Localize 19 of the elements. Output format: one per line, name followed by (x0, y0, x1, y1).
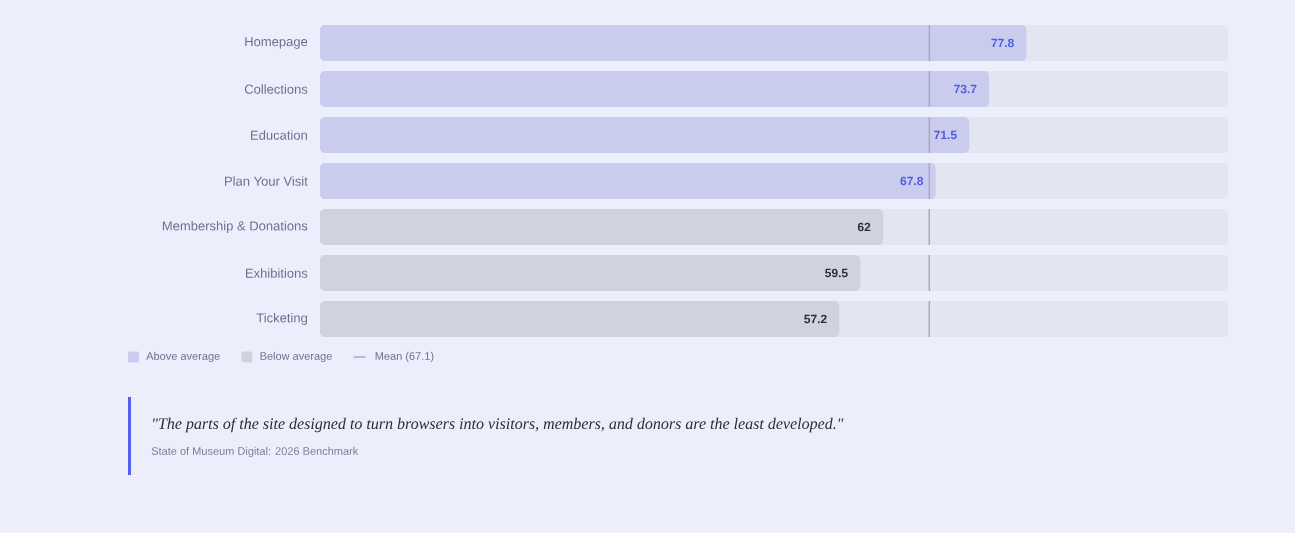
y-tick-label: Homepage (245, 37, 308, 49)
y-tick-label: Education (251, 130, 307, 140)
data-label: 73.7 (954, 84, 977, 94)
legend-label: Below average (260, 351, 332, 363)
y-tick-label: Collections (244, 84, 308, 94)
y-tick-label: Ticketing (256, 312, 307, 326)
legend-label: Mean (67.1) (375, 351, 434, 363)
data-label: 71.5 (934, 130, 957, 140)
y-tick-label: Membership & Donations (162, 220, 308, 234)
data-label: 59.5 (825, 268, 848, 278)
text: State of Museum Digital: 2026 Benchmark (151, 446, 359, 458)
legend-label: Above average (146, 351, 220, 363)
data-label: 77.8 (991, 38, 1014, 48)
y-tick-label: Exhibitions (246, 268, 308, 278)
data-label: 57.2 (804, 314, 827, 324)
y-tick-label: Plan Your Visit (225, 176, 308, 186)
data-label: 67.8 (900, 176, 924, 186)
data-label: 62 (857, 222, 871, 232)
text: "The parts of the site designed to turn browsers into visitors, members, and donors are the least developed." (153, 417, 844, 433)
